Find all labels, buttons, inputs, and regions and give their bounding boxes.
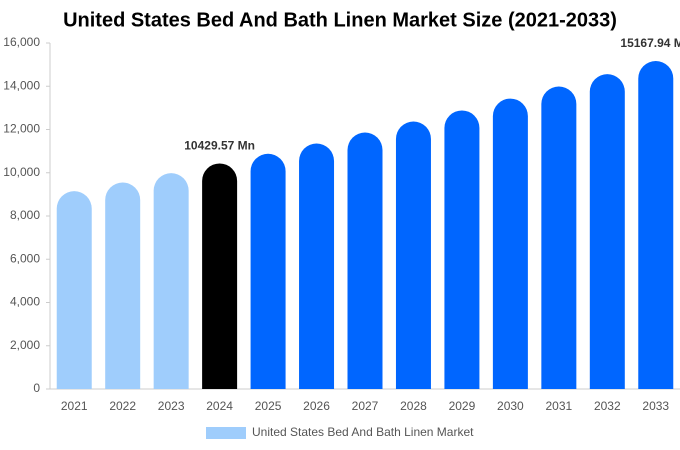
bar bbox=[638, 60, 674, 390]
x-tick-label: 2029 bbox=[449, 399, 476, 413]
legend-label: United States Bed And Bath Linen Market bbox=[252, 425, 474, 439]
bar bbox=[347, 132, 383, 389]
x-tick-label: 2021 bbox=[61, 399, 88, 413]
y-tick-label: 2,000 bbox=[10, 338, 40, 352]
y-tick-label: 0 bbox=[33, 381, 40, 395]
y-tick-label: 4,000 bbox=[10, 295, 40, 309]
bar bbox=[395, 121, 431, 389]
x-tick-label: 2028 bbox=[400, 399, 427, 413]
legend-swatch bbox=[206, 427, 246, 439]
x-tick-label: 2026 bbox=[303, 399, 330, 413]
x-tick-label: 2031 bbox=[545, 399, 572, 413]
bar bbox=[105, 182, 141, 389]
bar bbox=[589, 74, 625, 389]
y-tick-label: 6,000 bbox=[10, 251, 40, 265]
bar bbox=[444, 110, 480, 389]
value-label: 10429.57 Mn bbox=[184, 139, 255, 153]
y-tick-label: 14,000 bbox=[3, 78, 40, 92]
bar bbox=[541, 86, 577, 389]
x-tick-label: 2030 bbox=[497, 399, 524, 413]
y-tick-label: 16,000 bbox=[3, 35, 40, 49]
x-tick-label: 2025 bbox=[255, 399, 282, 413]
x-tick-label: 2024 bbox=[206, 399, 233, 413]
x-tick-label: 2033 bbox=[642, 399, 669, 413]
y-tick-label: 10,000 bbox=[3, 165, 40, 179]
bar bbox=[153, 173, 189, 389]
bar bbox=[56, 191, 92, 389]
x-tick-label: 2032 bbox=[594, 399, 621, 413]
bar bbox=[492, 98, 528, 389]
chart-title: United States Bed And Bath Linen Market … bbox=[63, 9, 617, 31]
y-tick-label: 8,000 bbox=[10, 208, 40, 222]
bar bbox=[299, 143, 335, 389]
x-tick-label: 2027 bbox=[352, 399, 379, 413]
y-tick-label: 12,000 bbox=[3, 122, 40, 136]
bar bbox=[250, 153, 286, 389]
value-label: 15167.94 Mn bbox=[620, 36, 680, 50]
x-tick-label: 2023 bbox=[158, 399, 185, 413]
bar bbox=[202, 163, 238, 389]
x-tick-label: 2022 bbox=[109, 399, 136, 413]
